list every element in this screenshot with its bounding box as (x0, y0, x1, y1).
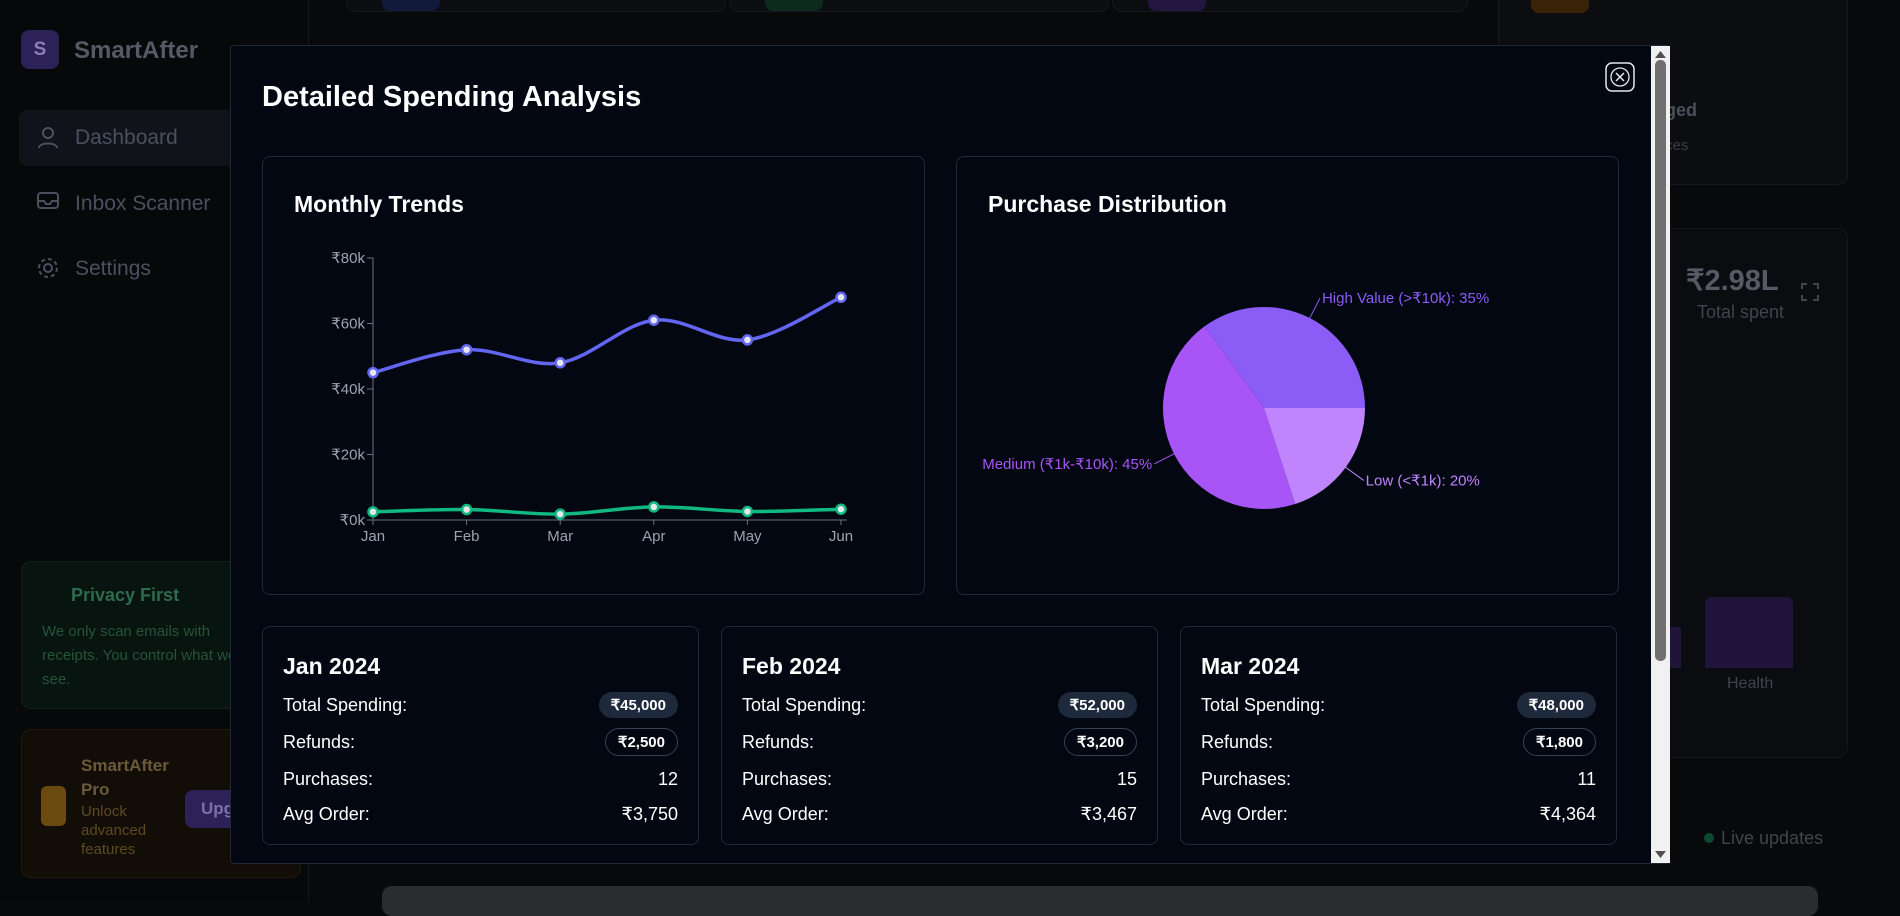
pro-title: SmartAfter Pro (81, 756, 169, 799)
logo: S (21, 30, 59, 69)
month-title: Mar 2024 (1201, 653, 1300, 679)
row-value: ₹52,000 (1057, 692, 1137, 718)
row-label: Total Spending: (1201, 694, 1326, 715)
live-dot (1704, 833, 1714, 843)
stat-card (1112, 0, 1468, 12)
month-row: Purchases: 15 (742, 764, 1137, 794)
row-label: Purchases: (742, 768, 833, 789)
month-title: Jan 2024 (283, 653, 381, 679)
row-label: Purchases: (1201, 768, 1292, 789)
bottom-bar (382, 886, 1818, 916)
row-value: ₹3,200 (1063, 728, 1137, 756)
row-value: ₹3,750 (621, 803, 679, 824)
month-row: Refunds: ₹1,800 (1201, 727, 1596, 757)
scroll-thumb[interactable] (1655, 60, 1666, 661)
row-value: ₹45,000 (598, 692, 678, 718)
month-row: Refunds: ₹2,500 (283, 727, 678, 757)
stat-card (729, 0, 1109, 12)
stat-icon (1531, 0, 1589, 13)
month-row: Purchases: 12 (283, 764, 678, 794)
month-row: Avg Order: ₹3,467 (742, 799, 1137, 829)
row-label: Refunds: (1201, 731, 1274, 752)
row-value: ₹3,467 (1080, 803, 1138, 824)
brand: SmartAfter (74, 37, 199, 64)
stat-card (346, 0, 726, 12)
category-label: Health (1727, 675, 1774, 692)
privacy-title: Privacy First (71, 585, 180, 605)
month-row: Refunds: ₹3,200 (742, 727, 1137, 757)
row-label: Refunds: (742, 731, 815, 752)
pro-text: Unlock advanced features (81, 803, 147, 858)
month-row: Total Spending: ₹48,000 (1201, 690, 1596, 720)
stat-icon (382, 0, 440, 11)
row-value: 15 (1116, 768, 1137, 789)
nav-item[interactable]: Inbox Scanner (75, 192, 211, 215)
row-value: ₹1,800 (1522, 728, 1596, 756)
scroll-down[interactable] (1655, 851, 1666, 859)
row-label: Purchases: (283, 768, 374, 789)
live-label: Live updates (1721, 828, 1824, 848)
nav-item[interactable]: Settings (75, 257, 151, 280)
total-value: ₹2.98L (1686, 265, 1779, 297)
chart-card: Purchase Distribution (956, 156, 1619, 595)
month-row: Avg Order: ₹4,364 (1201, 799, 1596, 829)
month-title: Feb 2024 (742, 653, 841, 679)
row-label: Avg Order: (283, 803, 370, 824)
month-row: Total Spending: ₹45,000 (283, 690, 678, 720)
scroll-up[interactable] (1655, 50, 1666, 58)
row-value: ₹4,364 (1539, 803, 1597, 824)
row-label: Refunds: (283, 731, 356, 752)
total-label: Total spent (1697, 302, 1785, 322)
month-card: Feb 2024 Total Spending: ₹52,000 Refunds: ₹3… (721, 626, 1158, 845)
chart-card: Monthly Trends (262, 156, 925, 595)
chart-title: Monthly Trends (294, 191, 464, 217)
row-label: Avg Order: (1201, 803, 1288, 824)
month-card: Mar 2024 Total Spending: ₹48,000 Refunds: ₹1… (1180, 626, 1617, 845)
row-value: 12 (657, 768, 678, 789)
month-card: Jan 2024 Total Spending: ₹45,000 Refunds: ₹2… (262, 626, 699, 845)
row-value: ₹2,500 (604, 728, 678, 756)
row-label: Total Spending: (283, 694, 408, 715)
expand-icon[interactable] (1800, 282, 1820, 302)
month-row: Total Spending: ₹52,000 (742, 690, 1137, 720)
chart-title: Purchase Distribution (988, 191, 1227, 217)
privacy-text: We only scan emails with receipts. You c… (42, 623, 237, 688)
row-value: 11 (1577, 768, 1596, 789)
pro-icon (41, 786, 66, 826)
nav-icons (37, 127, 59, 278)
text-fragment: ces (1665, 137, 1689, 154)
row-label: Total Spending: (742, 694, 867, 715)
month-row: Avg Order: ₹3,750 (283, 799, 678, 829)
row-label: Avg Order: (742, 803, 829, 824)
nav-item[interactable]: Dashboard (75, 126, 178, 149)
bar-shape (1705, 597, 1793, 668)
month-row: Purchases: 11 (1201, 764, 1596, 794)
close-button[interactable] (1605, 62, 1635, 92)
modal-title: Detailed Spending Analysis (262, 81, 642, 113)
scrollbar[interactable] (1651, 46, 1670, 863)
stat-icon (1148, 0, 1206, 11)
text-fragment: ged (1665, 100, 1698, 120)
stat-icon (765, 0, 823, 11)
row-value: ₹48,000 (1516, 692, 1596, 718)
